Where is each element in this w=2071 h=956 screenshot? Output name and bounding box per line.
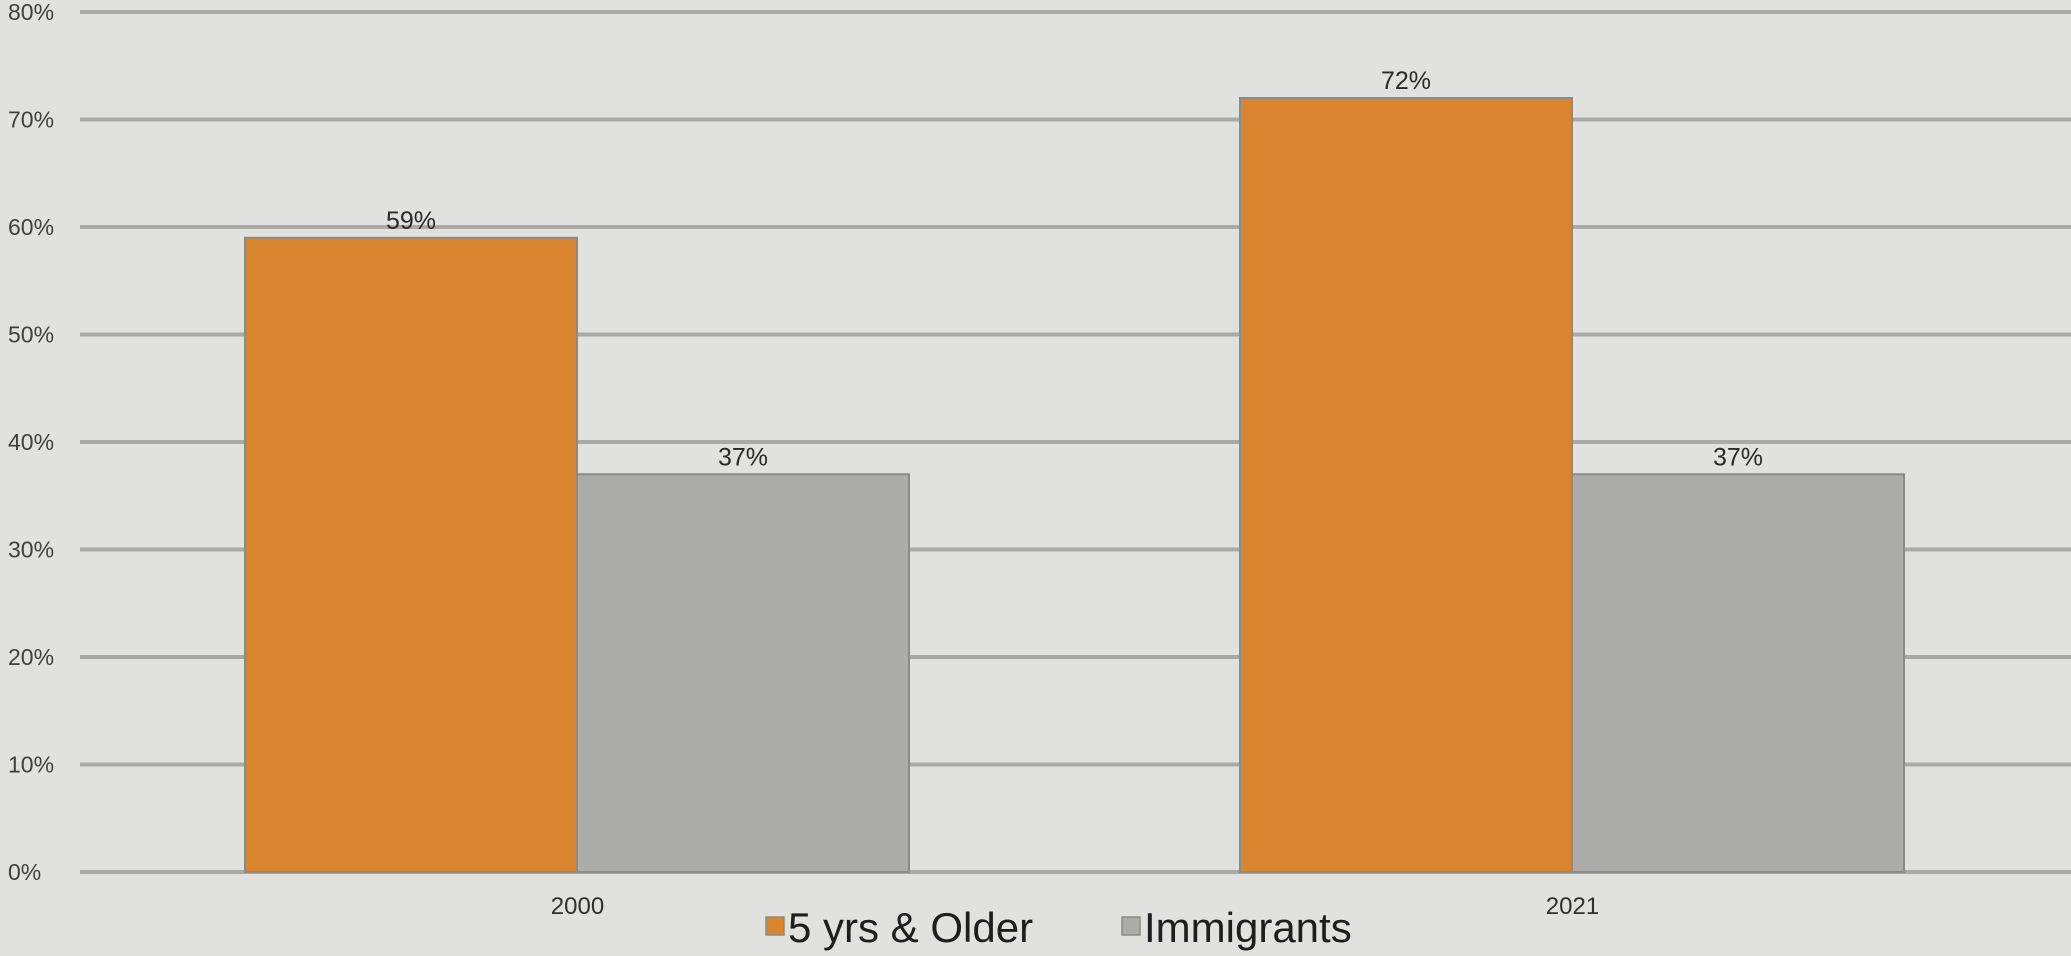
bar-2021-0: [1239, 97, 1573, 873]
bar-2000-0: [244, 236, 578, 873]
x-tick-label-2021: 2021: [1546, 893, 1599, 920]
legend-swatch-1: [1121, 916, 1141, 936]
x-axis-category-labels: 2000 2021: [551, 893, 1599, 920]
y-tick-label-30: 30%: [8, 537, 54, 563]
x-tick-label-2000: 2000: [551, 893, 604, 920]
y-tick-label-70: 70%: [8, 107, 54, 133]
y-axis-tick-labels: 0% 10% 20% 30% 40% 50% 60% 70% 80%: [8, 0, 54, 885]
data-label-2021-1: 37%: [1713, 443, 1763, 471]
bars: [244, 97, 1905, 873]
y-tick-label-20: 20%: [8, 644, 54, 670]
data-label-2000-0: 59%: [386, 207, 436, 235]
data-label-2000-1: 37%: [718, 443, 768, 471]
y-tick-label-80: 80%: [8, 0, 54, 25]
bar-2021-1: [1571, 473, 1905, 873]
y-tick-label-40: 40%: [8, 429, 54, 455]
y-tick-label-10: 10%: [8, 752, 54, 778]
data-label-2021-0: 72%: [1381, 67, 1431, 95]
data-labels: 59% 37% 72% 37%: [386, 67, 1763, 471]
bar-2000-1: [576, 473, 910, 873]
y-tick-label-50: 50%: [8, 322, 54, 348]
y-tick-label-60: 60%: [8, 214, 54, 240]
y-tick-label-0: 0%: [8, 859, 41, 885]
legend: 5 yrs & Older Immigrants: [765, 904, 1352, 951]
legend-swatch-0: [765, 916, 785, 936]
legend-label-1: Immigrants: [1144, 904, 1352, 951]
legend-label-0: 5 yrs & Older: [788, 904, 1033, 951]
